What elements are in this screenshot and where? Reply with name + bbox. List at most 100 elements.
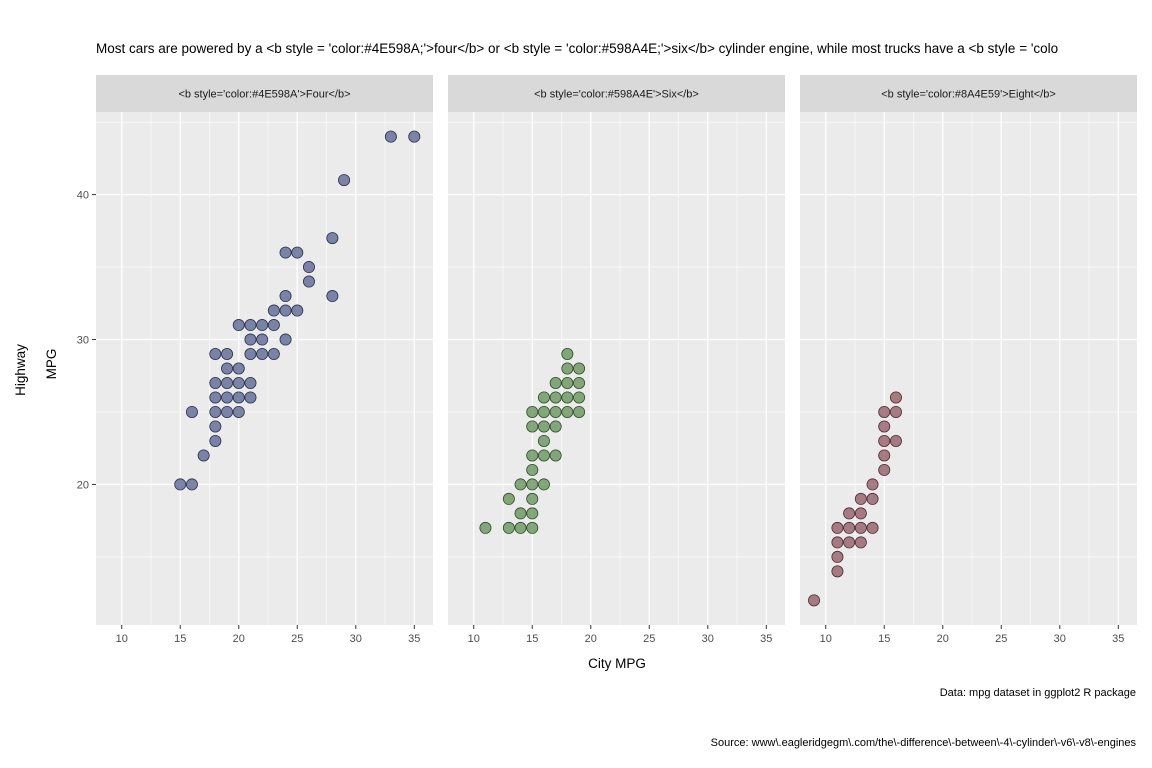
x-tick-label: 15 [878, 633, 890, 645]
data-point [232, 405, 245, 418]
data-point [561, 362, 574, 375]
data-point [526, 449, 539, 462]
data-point [854, 536, 867, 549]
data-point [854, 521, 867, 534]
y-tick-label: 30 [77, 335, 89, 347]
facet-strip-background [800, 75, 1137, 112]
data-point [831, 536, 844, 549]
data-point [831, 550, 844, 563]
data-point [291, 304, 304, 317]
data-point [526, 521, 539, 534]
data-point [854, 507, 867, 520]
data-point [267, 304, 280, 317]
data-point [831, 521, 844, 534]
x-tick-label: 30 [350, 633, 362, 645]
data-point [549, 449, 562, 462]
data-point [279, 246, 292, 259]
x-tick-label: 15 [174, 633, 186, 645]
data-point [549, 391, 562, 404]
data-point [232, 391, 245, 404]
data-point [526, 492, 539, 505]
data-point [561, 376, 574, 389]
data-point [514, 521, 527, 534]
x-tick-label: 30 [702, 633, 714, 645]
data-point [889, 405, 902, 418]
data-point [267, 348, 280, 361]
facet-strip-label: <b style='color:#8A4E59'>Eight</b> [881, 89, 1056, 101]
x-tick-label: 30 [1054, 633, 1066, 645]
data-point [514, 478, 527, 491]
data-point [854, 492, 867, 505]
data-point [209, 348, 222, 361]
facet-panel-3: <b style='color:#8A4E59'>Eight</b> 10 15 20… [800, 75, 1137, 645]
axis-layer: City MPG Highway MPG 20 30 40 [13, 190, 646, 671]
data-point [174, 478, 187, 491]
data-point [279, 290, 292, 303]
data-point [878, 420, 891, 433]
data-point [526, 420, 539, 433]
data-point [561, 348, 574, 361]
y-axis-title-line2: MPG [44, 349, 59, 380]
panel-background [96, 112, 433, 625]
data-point [244, 319, 257, 332]
data-point [209, 405, 222, 418]
y-axis-title-line1: Highway [13, 344, 28, 396]
data-point [573, 362, 586, 375]
data-point [573, 391, 586, 404]
facet-strip-background [448, 75, 785, 112]
data-point [221, 405, 234, 418]
data-point [279, 333, 292, 346]
data-point [221, 376, 234, 389]
x-tick-label: 20 [233, 633, 245, 645]
x-tick-label: 35 [1112, 633, 1124, 645]
data-point [291, 246, 304, 259]
data-point [526, 507, 539, 520]
facet-panel-2: <b style='color:#598A4E'>Six</b> 10 15 20 25… [448, 75, 785, 645]
data-point [526, 478, 539, 491]
data-point [878, 434, 891, 447]
data-point [267, 319, 280, 332]
data-point [573, 376, 586, 389]
data-point [232, 362, 245, 375]
x-tick-label: 10 [820, 633, 832, 645]
data-point [502, 492, 515, 505]
x-tick-label: 25 [291, 633, 303, 645]
data-point [537, 478, 550, 491]
y-tick-label: 40 [77, 190, 89, 202]
data-point [244, 376, 257, 389]
data-point [537, 420, 550, 433]
data-point [878, 463, 891, 476]
y-tick-label: 20 [77, 479, 89, 491]
data-point [843, 536, 856, 549]
data-point [866, 492, 879, 505]
data-point [244, 333, 257, 346]
x-tick-label: 10 [468, 633, 480, 645]
data-point [549, 405, 562, 418]
panel-background [448, 112, 785, 625]
facet-strip-label: <b style='color:#598A4E'>Six</b> [534, 89, 699, 101]
data-point [866, 521, 879, 534]
data-point [526, 463, 539, 476]
x-tick-label: 25 [643, 633, 655, 645]
data-point [209, 391, 222, 404]
data-point [408, 130, 421, 143]
x-tick-label: 15 [526, 633, 538, 645]
data-point [302, 261, 315, 274]
data-point [549, 376, 562, 389]
data-point [479, 521, 492, 534]
data-point [209, 376, 222, 389]
data-point [843, 521, 856, 534]
data-point [256, 348, 269, 361]
data-point [502, 521, 515, 534]
data-point [514, 507, 527, 520]
x-tick-label: 20 [937, 633, 949, 645]
data-point [831, 565, 844, 578]
data-point [808, 594, 821, 607]
data-point [573, 405, 586, 418]
data-point [843, 507, 856, 520]
data-point [889, 434, 902, 447]
data-point [244, 391, 257, 404]
data-point [561, 405, 574, 418]
panels-layer: <b style='color:#4E598A'>Four</b> 10 15 20 2… [96, 75, 1137, 645]
data-point [232, 376, 245, 389]
